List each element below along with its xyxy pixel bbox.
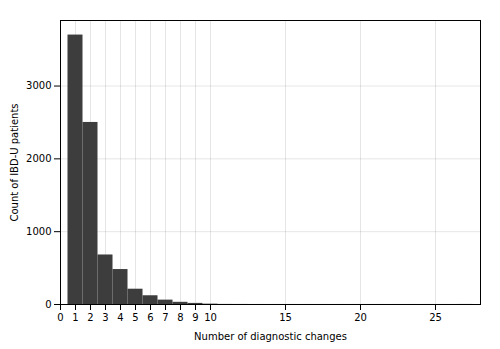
svg-text:9: 9 bbox=[192, 312, 198, 323]
svg-text:3: 3 bbox=[102, 312, 108, 323]
svg-text:15: 15 bbox=[279, 312, 292, 323]
svg-text:25: 25 bbox=[429, 312, 442, 323]
svg-text:Count of IBD-U patients: Count of IBD-U patients bbox=[9, 103, 20, 221]
svg-text:8: 8 bbox=[177, 312, 183, 323]
svg-text:1000: 1000 bbox=[26, 226, 51, 237]
svg-text:3000: 3000 bbox=[26, 80, 51, 91]
svg-text:Number of diagnostic changes: Number of diagnostic changes bbox=[194, 331, 347, 342]
svg-text:2: 2 bbox=[87, 312, 93, 323]
svg-text:6: 6 bbox=[147, 312, 153, 323]
svg-text:20: 20 bbox=[354, 312, 367, 323]
svg-text:0: 0 bbox=[57, 312, 63, 323]
svg-text:4: 4 bbox=[117, 312, 123, 323]
svg-text:5: 5 bbox=[132, 312, 138, 323]
svg-text:2000: 2000 bbox=[26, 153, 51, 164]
svg-text:7: 7 bbox=[162, 312, 168, 323]
svg-text:1: 1 bbox=[72, 312, 78, 323]
svg-text:10: 10 bbox=[204, 312, 217, 323]
svg-text:0: 0 bbox=[45, 299, 51, 310]
